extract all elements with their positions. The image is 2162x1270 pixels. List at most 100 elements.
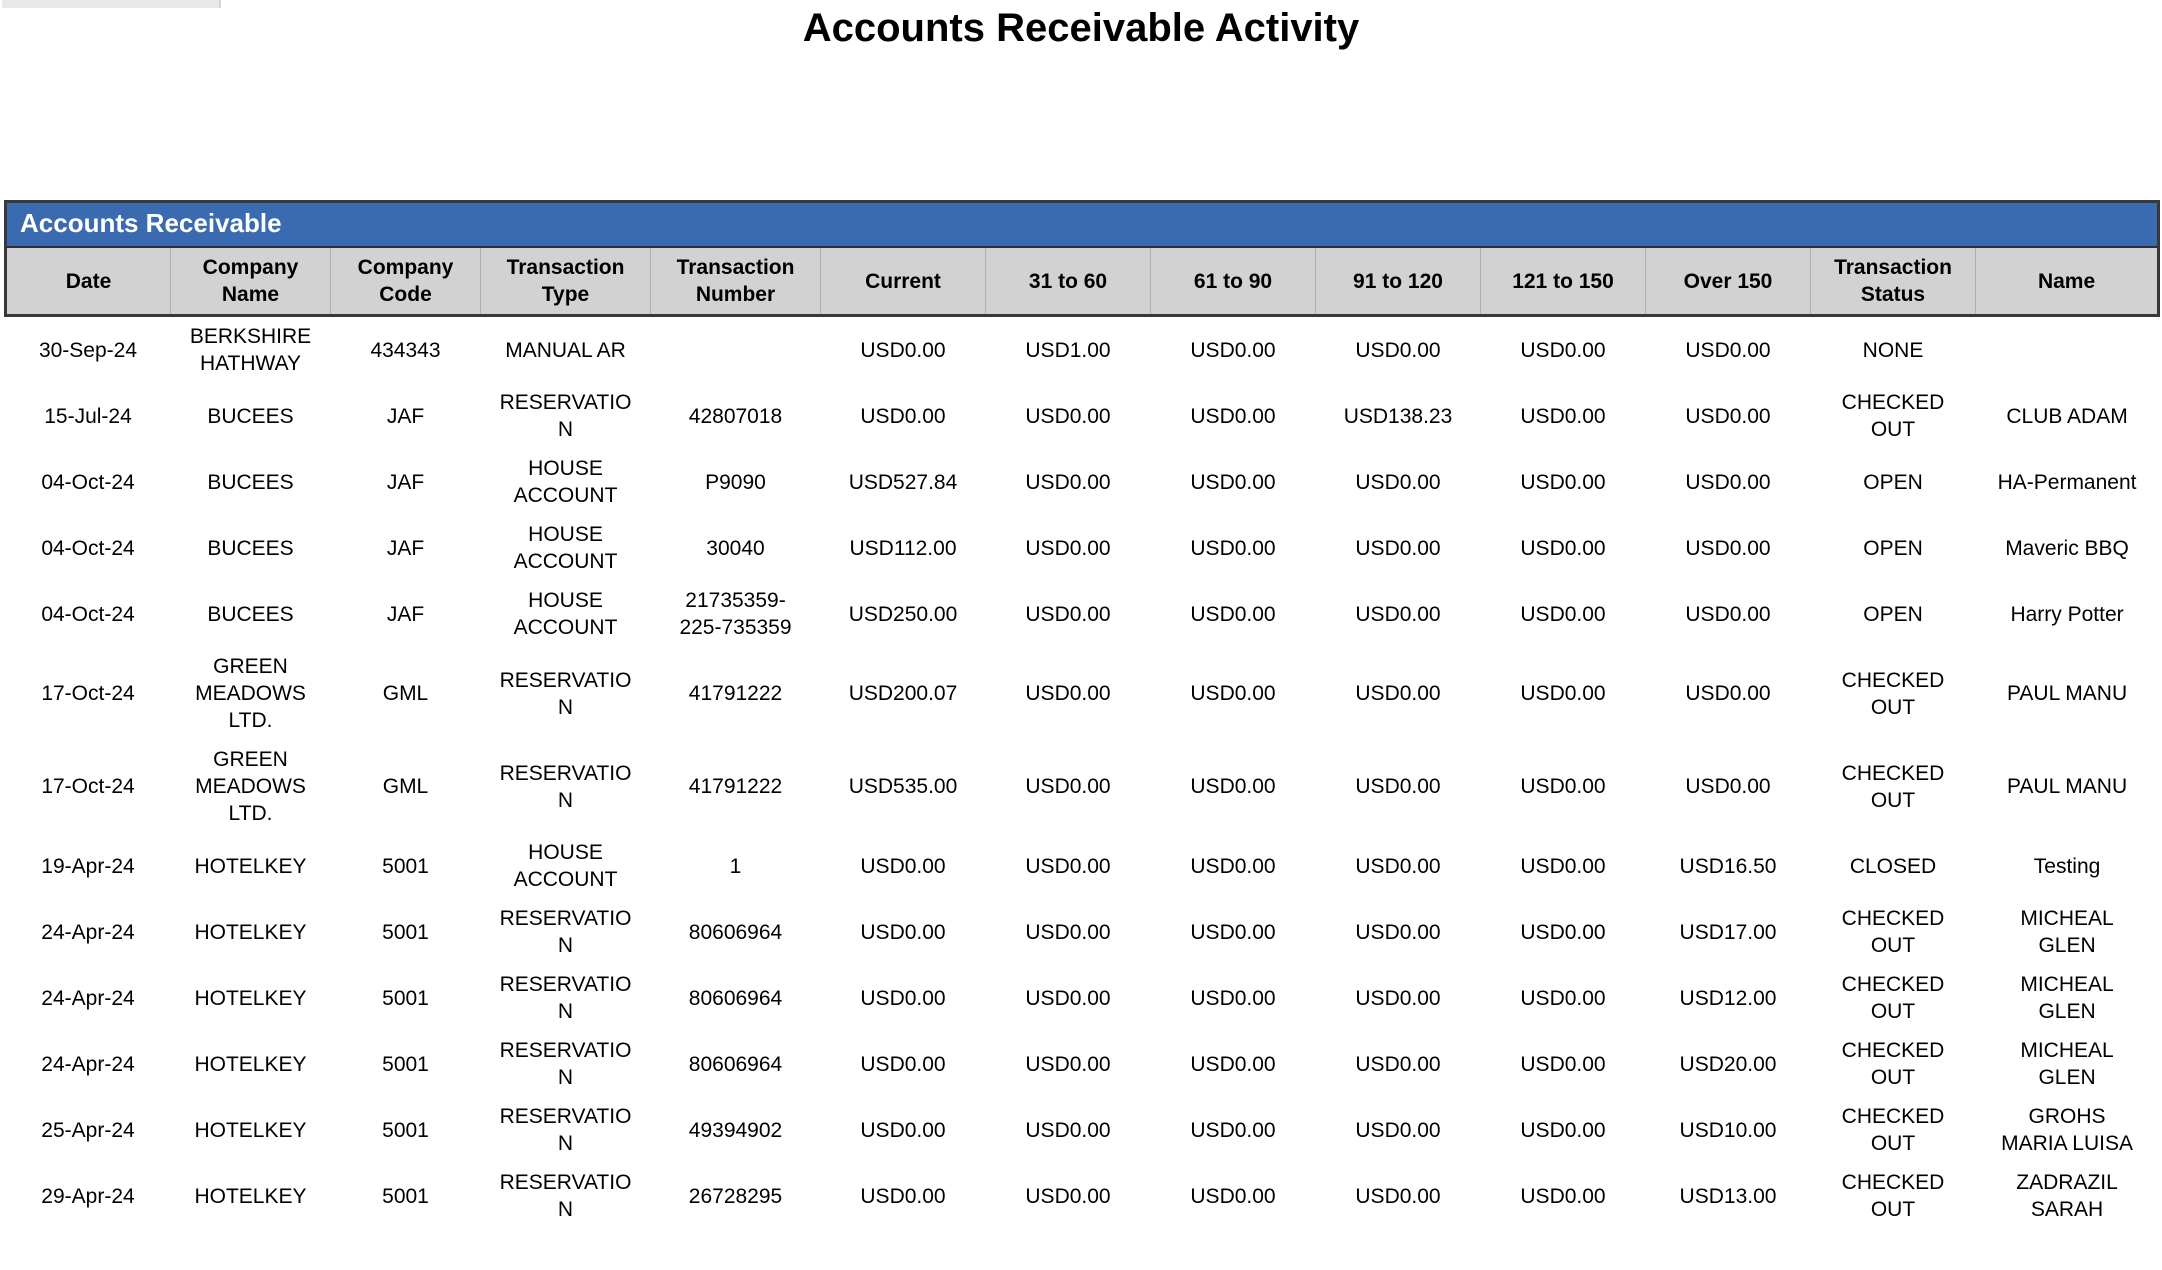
cell-transaction-status: CHECKED OUT: [1810, 1163, 1976, 1229]
cell-61-to-90: USD0.00: [1150, 740, 1316, 833]
cell-transaction-type: RESERVATION: [480, 1031, 651, 1097]
cell-transaction-number: 26728295: [650, 1163, 821, 1229]
cell-company-name: BUCEES: [170, 581, 331, 647]
cell-121-to-150: USD0.00: [1480, 899, 1646, 965]
cell-company-name: GREEN MEADOWS LTD.: [170, 647, 331, 740]
cell-company-code: GML: [330, 740, 481, 833]
cell-91-to-120: USD0.00: [1315, 1097, 1481, 1163]
table-row: 24-Apr-24 HOTELKEY 5001 RESERVATION 80606964…: [5, 965, 2159, 1031]
column-header-transaction-number: Transaction Number: [650, 246, 821, 317]
cell-company-name: HOTELKEY: [170, 899, 331, 965]
cell-company-code: 5001: [330, 965, 481, 1031]
cell-91-to-120: USD0.00: [1315, 1163, 1481, 1229]
cell-name: PAUL MANU: [1975, 647, 2159, 740]
cell-company-code: JAF: [330, 449, 481, 515]
column-header-transaction-status: Transaction Status: [1810, 246, 1976, 317]
cell-91-to-120: USD0.00: [1315, 833, 1481, 899]
cell-61-to-90: USD0.00: [1150, 899, 1316, 965]
column-header-company-name: Company Name: [170, 246, 331, 317]
cell-name: PAUL MANU: [1975, 740, 2159, 833]
accounts-receivable-table: Accounts Receivable Date Company Name Comp…: [3, 200, 2161, 1229]
table-row: 30-Sep-24 BERKSHIRE HATHWAY 434343 MANUAL A…: [5, 315, 2159, 383]
cell-transaction-type: RESERVATION: [480, 1163, 651, 1229]
cell-company-code: JAF: [330, 383, 481, 449]
cell-company-code: 5001: [330, 1163, 481, 1229]
cell-61-to-90: USD0.00: [1150, 581, 1316, 647]
cell-current: USD0.00: [820, 833, 986, 899]
cell-31-to-60: USD0.00: [985, 647, 1151, 740]
column-header-over-150: Over 150: [1645, 246, 1811, 317]
cell-transaction-type: HOUSE ACCOUNT: [480, 833, 651, 899]
cell-61-to-90: USD0.00: [1150, 315, 1316, 383]
cell-121-to-150: USD0.00: [1480, 1097, 1646, 1163]
cell-61-to-90: USD0.00: [1150, 833, 1316, 899]
cell-91-to-120: USD0.00: [1315, 740, 1481, 833]
column-header-transaction-type: Transaction Type: [480, 246, 651, 317]
cell-over-150: USD10.00: [1645, 1097, 1811, 1163]
cell-company-name: HOTELKEY: [170, 1163, 331, 1229]
cell-121-to-150: USD0.00: [1480, 740, 1646, 833]
cell-name: CLUB ADAM: [1975, 383, 2159, 449]
cell-over-150: USD20.00: [1645, 1031, 1811, 1097]
cell-date: 17-Oct-24: [5, 647, 171, 740]
cell-current: USD535.00: [820, 740, 986, 833]
cell-transaction-status: OPEN: [1810, 581, 1976, 647]
cell-current: USD0.00: [820, 965, 986, 1031]
cell-company-name: GREEN MEADOWS LTD.: [170, 740, 331, 833]
cell-transaction-status: OPEN: [1810, 515, 1976, 581]
section-header-bar: Accounts Receivable: [3, 200, 2161, 248]
cell-name: Harry Potter: [1975, 581, 2159, 647]
cell-transaction-type: RESERVATION: [480, 965, 651, 1031]
table-row: 17-Oct-24 GREEN MEADOWS LTD. GML RESERVATIO…: [5, 647, 2159, 740]
cell-name: [1975, 315, 2159, 383]
cell-transaction-number: 80606964: [650, 965, 821, 1031]
cell-transaction-type: HOUSE ACCOUNT: [480, 515, 651, 581]
cell-31-to-60: USD0.00: [985, 1097, 1151, 1163]
cell-over-150: USD0.00: [1645, 515, 1811, 581]
cell-transaction-number: 41791222: [650, 740, 821, 833]
cell-transaction-type: RESERVATION: [480, 1097, 651, 1163]
cell-current: USD0.00: [820, 899, 986, 965]
cell-company-code: JAF: [330, 581, 481, 647]
top-left-window-artifact: [2, 0, 221, 8]
table-row: 24-Apr-24 HOTELKEY 5001 RESERVATION 80606964…: [5, 1031, 2159, 1097]
cell-name: MICHEAL GLEN: [1975, 965, 2159, 1031]
cell-91-to-120: USD138.23: [1315, 383, 1481, 449]
cell-company-name: BERKSHIRE HATHWAY: [170, 315, 331, 383]
cell-transaction-type: RESERVATION: [480, 647, 651, 740]
cell-over-150: USD0.00: [1645, 383, 1811, 449]
cell-over-150: USD12.00: [1645, 965, 1811, 1031]
cell-61-to-90: USD0.00: [1150, 1031, 1316, 1097]
cell-name: Testing: [1975, 833, 2159, 899]
cell-current: USD0.00: [820, 1097, 986, 1163]
cell-current: USD0.00: [820, 315, 986, 383]
cell-transaction-type: HOUSE ACCOUNT: [480, 581, 651, 647]
section-title: Accounts Receivable: [3, 200, 2161, 248]
cell-company-name: BUCEES: [170, 515, 331, 581]
cell-company-code: 5001: [330, 1031, 481, 1097]
cell-company-name: BUCEES: [170, 449, 331, 515]
cell-121-to-150: USD0.00: [1480, 449, 1646, 515]
cell-61-to-90: USD0.00: [1150, 383, 1316, 449]
cell-transaction-type: MANUAL AR: [480, 315, 651, 383]
cell-date: 04-Oct-24: [5, 515, 171, 581]
cell-company-name: HOTELKEY: [170, 833, 331, 899]
cell-transaction-number: 80606964: [650, 899, 821, 965]
cell-current: USD200.07: [820, 647, 986, 740]
cell-company-code: 5001: [330, 833, 481, 899]
table-row: 24-Apr-24 HOTELKEY 5001 RESERVATION 80606964…: [5, 899, 2159, 965]
cell-transaction-number: 30040: [650, 515, 821, 581]
cell-date: 19-Apr-24: [5, 833, 171, 899]
cell-over-150: USD0.00: [1645, 740, 1811, 833]
cell-over-150: USD17.00: [1645, 899, 1811, 965]
cell-transaction-number: 49394902: [650, 1097, 821, 1163]
cell-over-150: USD0.00: [1645, 449, 1811, 515]
cell-121-to-150: USD0.00: [1480, 965, 1646, 1031]
cell-91-to-120: USD0.00: [1315, 1031, 1481, 1097]
column-header-company-code: Company Code: [330, 246, 481, 317]
cell-transaction-status: CHECKED OUT: [1810, 1031, 1976, 1097]
cell-61-to-90: USD0.00: [1150, 647, 1316, 740]
cell-31-to-60: USD0.00: [985, 899, 1151, 965]
cell-name: GROHS MARIA LUISA: [1975, 1097, 2159, 1163]
table-body: 30-Sep-24 BERKSHIRE HATHWAY 434343 MANUAL A…: [5, 315, 2159, 1229]
